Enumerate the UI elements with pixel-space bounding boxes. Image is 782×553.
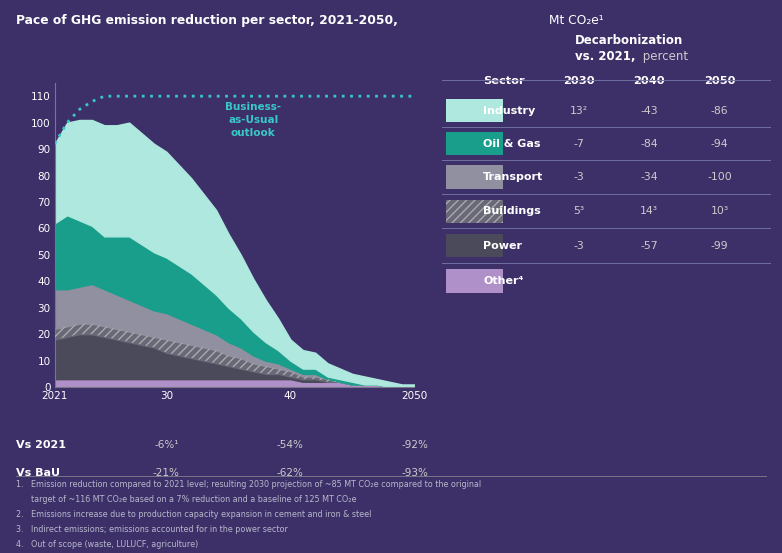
Text: vs. 2021,: vs. 2021, [575, 50, 635, 63]
Text: Business-
as-Usual
outlook: Business- as-Usual outlook [225, 102, 282, 138]
Text: 10³: 10³ [710, 206, 729, 216]
Text: -99: -99 [711, 241, 728, 251]
Text: Sector: Sector [483, 76, 525, 86]
Text: -54%: -54% [277, 440, 304, 450]
Bar [446, 200, 503, 223]
Text: 14³: 14³ [640, 206, 658, 216]
Text: -62%: -62% [277, 468, 304, 478]
Bar [446, 234, 503, 257]
Text: -86: -86 [711, 106, 728, 116]
Text: Industry: Industry [483, 106, 536, 116]
Text: 1.   Emission reduction compared to 2021 level; resulting 2030 projection of ~85: 1. Emission reduction compared to 2021 l… [16, 480, 481, 489]
Text: Mt CO₂e¹: Mt CO₂e¹ [545, 14, 604, 27]
Text: -6%¹: -6%¹ [154, 440, 178, 450]
Text: -7: -7 [573, 139, 584, 149]
Bar [446, 269, 503, 293]
Text: 13²: 13² [569, 106, 588, 116]
Text: 2030: 2030 [563, 76, 594, 86]
Text: -84: -84 [640, 139, 658, 149]
Text: Oil & Gas: Oil & Gas [483, 139, 541, 149]
Text: -100: -100 [707, 172, 732, 182]
Text: Buildings: Buildings [483, 206, 541, 216]
Text: target of ~116 MT CO₂e based on a 7% reduction and a baseline of 125 MT CO₂e: target of ~116 MT CO₂e based on a 7% red… [16, 495, 356, 504]
Bar [446, 200, 503, 223]
Text: 2050: 2050 [704, 76, 735, 86]
Text: 2040: 2040 [633, 76, 665, 86]
Text: Transport: Transport [483, 172, 543, 182]
Text: Vs 2021: Vs 2021 [16, 440, 66, 450]
Text: 4.   Out of scope (waste, LULUCF, agriculture): 4. Out of scope (waste, LULUCF, agricult… [16, 540, 198, 549]
Text: -3: -3 [573, 241, 584, 251]
Text: Power: Power [483, 241, 522, 251]
Text: Vs BaU: Vs BaU [16, 468, 59, 478]
Text: -57: -57 [640, 241, 658, 251]
Text: -94: -94 [711, 139, 728, 149]
Text: -92%: -92% [401, 440, 428, 450]
Text: Decarbonization: Decarbonization [575, 34, 683, 48]
Text: -21%: -21% [153, 468, 180, 478]
Bar [446, 165, 503, 189]
Text: -34: -34 [640, 172, 658, 182]
Text: 2.   Emissions increase due to production capacity expansion in cement and iron : 2. Emissions increase due to production … [16, 510, 371, 519]
Text: percent: percent [639, 50, 688, 63]
Text: -43: -43 [640, 106, 658, 116]
Bar [446, 132, 503, 155]
Text: 5³: 5³ [573, 206, 584, 216]
Text: Pace of GHG emission reduction per sector, 2021-2050,: Pace of GHG emission reduction per secto… [16, 14, 397, 27]
Text: Other⁴: Other⁴ [483, 276, 524, 286]
Text: 3.   Indirect emissions; emissions accounted for in the power sector: 3. Indirect emissions; emissions account… [16, 525, 288, 534]
Text: -93%: -93% [401, 468, 428, 478]
Bar [446, 99, 503, 122]
Text: -3: -3 [573, 172, 584, 182]
